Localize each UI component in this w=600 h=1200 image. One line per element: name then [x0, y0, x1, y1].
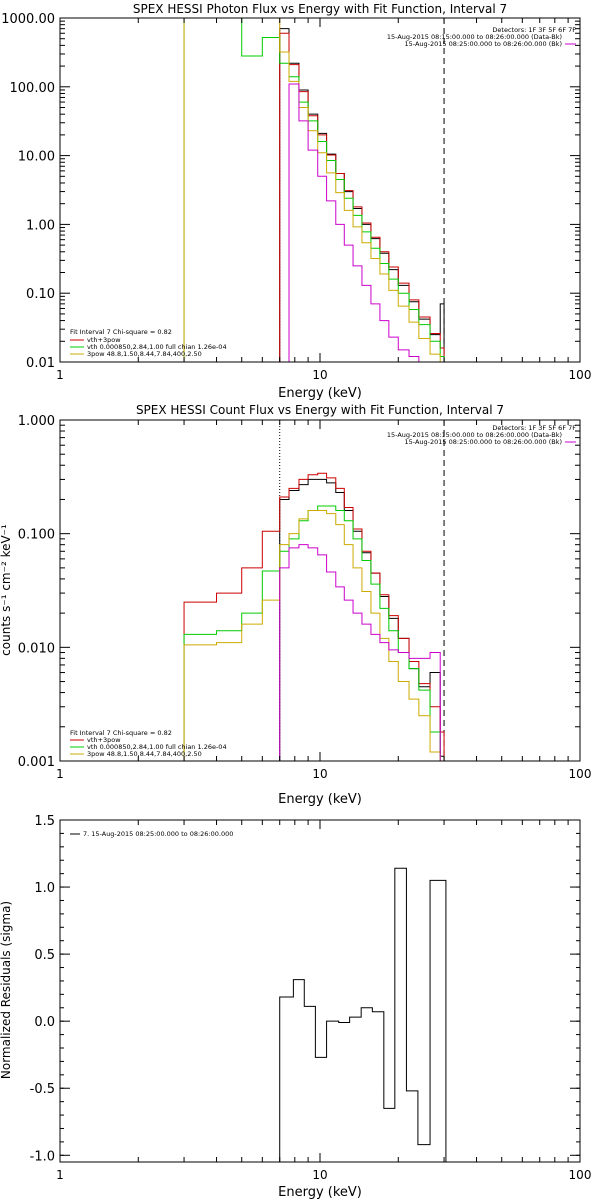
y-tick-label: 1.5: [34, 814, 55, 829]
legend-label: vth 0.000850,2.84,1.00 full chian 1.26e-…: [87, 343, 227, 351]
header-info: Detectors: 1F 3F 5F 6F 7F 15-Aug-2015 08…: [387, 26, 576, 48]
axes: 1 10 100 -1.0 -0.5 0.0 0.5 1.0 1.5: [30, 814, 592, 1182]
header-line: 15-Aug-2015 08:15:00.000 to 08:26:00.000…: [387, 431, 562, 439]
plot-frame: [59, 419, 581, 762]
legend: 7. 15-Aug-2015 08:25:00.000 to 08:26:00.…: [70, 830, 233, 838]
y-tick-label: 0.0: [34, 1015, 55, 1030]
photon-flux-panel: SPEX HESSI Photon Flux vs Energy with Fi…: [1, 2, 591, 401]
legend-label: 3pow 48.8,1.50,8.44,7.84,400,2.50: [87, 750, 202, 758]
header-line: 15-Aug-2015 08:25:00.000 to 08:26:00.000…: [405, 438, 562, 446]
header-info: Detectors: 1F 3F 5F 6F 7F 15-Aug-2015 08…: [387, 424, 576, 446]
legend-label: 3pow 48.8,1.50,8.44,7.84,400,2.50: [87, 350, 202, 358]
series-vth: [183, 505, 445, 761]
legend-label: 7. 15-Aug-2015 08:25:00.000 to 08:26:00.…: [83, 830, 233, 838]
legend-title: Fit Interval 7 Chi-square = 0.82: [70, 729, 172, 737]
x-tick-label: 100: [569, 1168, 592, 1182]
y-tick-label: 0.010: [18, 641, 55, 656]
y-tick-label: 1000.00: [1, 12, 55, 27]
series-bk: [288, 83, 445, 362]
header-line: Detectors: 1F 3F 5F 6F 7F: [492, 26, 576, 34]
legend: Fit Interval 7 Chi-square = 0.82 vth+3po…: [70, 729, 227, 758]
residuals-panel: 1 10 100 -1.0 -0.5 0.0 0.5 1.0 1.5 7. 15-Aug-201…: [0, 814, 591, 1200]
x-tick-label: 100: [569, 368, 592, 382]
plot-content: [279, 867, 447, 1162]
x-tick-label: 10: [312, 767, 327, 781]
x-tick-label: 1: [56, 368, 64, 382]
y-tick-label: 1.000: [18, 414, 55, 429]
header-line: 15-Aug-2015 08:25:00.000 to 08:26:00.000…: [405, 40, 562, 48]
series-residuals: [279, 867, 447, 1162]
x-axis-label: Energy (keV): [278, 792, 362, 807]
y-tick-label: 0.100: [18, 528, 55, 543]
series-3pow: [183, 18, 445, 362]
y-tick-label: 10.00: [18, 150, 55, 165]
x-tick-label: 10: [312, 1168, 327, 1182]
legend: Fit Interval 7 Chi-square = 0.82 vth+3po…: [70, 328, 227, 358]
y-tick-label: -0.5: [30, 1082, 55, 1097]
plot-content: [183, 420, 445, 761]
axes: 1 10 100 0.01 0.10 1.00 10.00 100.00 1000.00: [1, 12, 591, 382]
y-axis-label: counts s⁻¹ cm⁻² keV⁻¹: [0, 524, 13, 656]
plot-frame: [59, 819, 581, 1163]
legend-label: vth 0.000850,2.84,1.00 full chian 1.26e-…: [87, 743, 227, 751]
series-vth: [183, 18, 445, 362]
y-tick-label: 0.5: [34, 948, 55, 963]
series-vth-3pow: [279, 32, 445, 362]
y-axis-label: Normalized Residuals (sigma): [0, 901, 13, 1079]
y-tick-label: 0.01: [26, 356, 55, 371]
x-tick-label: 100: [569, 767, 592, 781]
legend-label: vth+3pow: [87, 336, 121, 344]
header-line: 15-Aug-2015 08:15:00.000 to 08:26:00.000…: [387, 33, 562, 41]
y-tick-label: 0.001: [18, 755, 55, 770]
plot-content: [183, 18, 445, 362]
legend-title: Fit Interval 7 Chi-square = 0.82: [70, 328, 172, 336]
series-3pow: [183, 509, 445, 761]
y-tick-label: 100.00: [10, 81, 56, 96]
x-axis-label: Energy (keV): [278, 386, 362, 401]
x-tick-label: 1: [56, 1168, 64, 1182]
y-tick-label: 0.10: [26, 287, 55, 302]
panel-title: SPEX HESSI Photon Flux vs Energy with Fi…: [133, 2, 507, 16]
y-tick-label: 1.00: [26, 218, 55, 233]
axes: 1 10 100 0.001 0.010 0.100 1.000: [18, 414, 592, 781]
x-tick-label: 1: [56, 767, 64, 781]
x-tick-label: 10: [312, 368, 327, 382]
count-flux-panel: SPEX HESSI Count Flux vs Energy with Fit…: [0, 403, 591, 807]
plot-frame: [59, 17, 581, 363]
header-line: Detectors: 1F 3F 5F 6F 7F: [492, 424, 576, 432]
legend-label: vth+3pow: [87, 736, 121, 744]
y-tick-label: 1.0: [34, 881, 55, 896]
panel-title: SPEX HESSI Count Flux vs Energy with Fit…: [136, 403, 504, 417]
series-vth-3pow: [183, 472, 445, 761]
x-axis-label: Energy (keV): [278, 1185, 362, 1200]
series-bk: [279, 544, 445, 761]
series-data: [279, 28, 445, 362]
y-tick-label: -1.0: [30, 1149, 55, 1164]
